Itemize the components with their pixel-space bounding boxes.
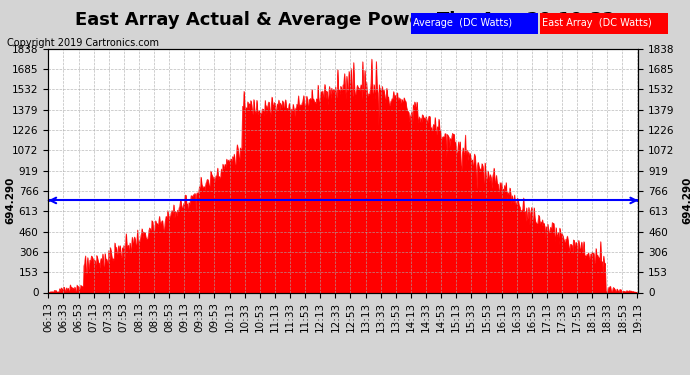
Text: East Array Actual & Average Power Thu Aug 29 19:32: East Array Actual & Average Power Thu Au… xyxy=(75,11,615,29)
Text: Copyright 2019 Cartronics.com: Copyright 2019 Cartronics.com xyxy=(7,38,159,48)
Text: 694.290: 694.290 xyxy=(682,177,690,224)
Text: Average  (DC Watts): Average (DC Watts) xyxy=(413,18,512,28)
Text: 694.290: 694.290 xyxy=(6,177,16,224)
Text: East Array  (DC Watts): East Array (DC Watts) xyxy=(542,18,652,28)
